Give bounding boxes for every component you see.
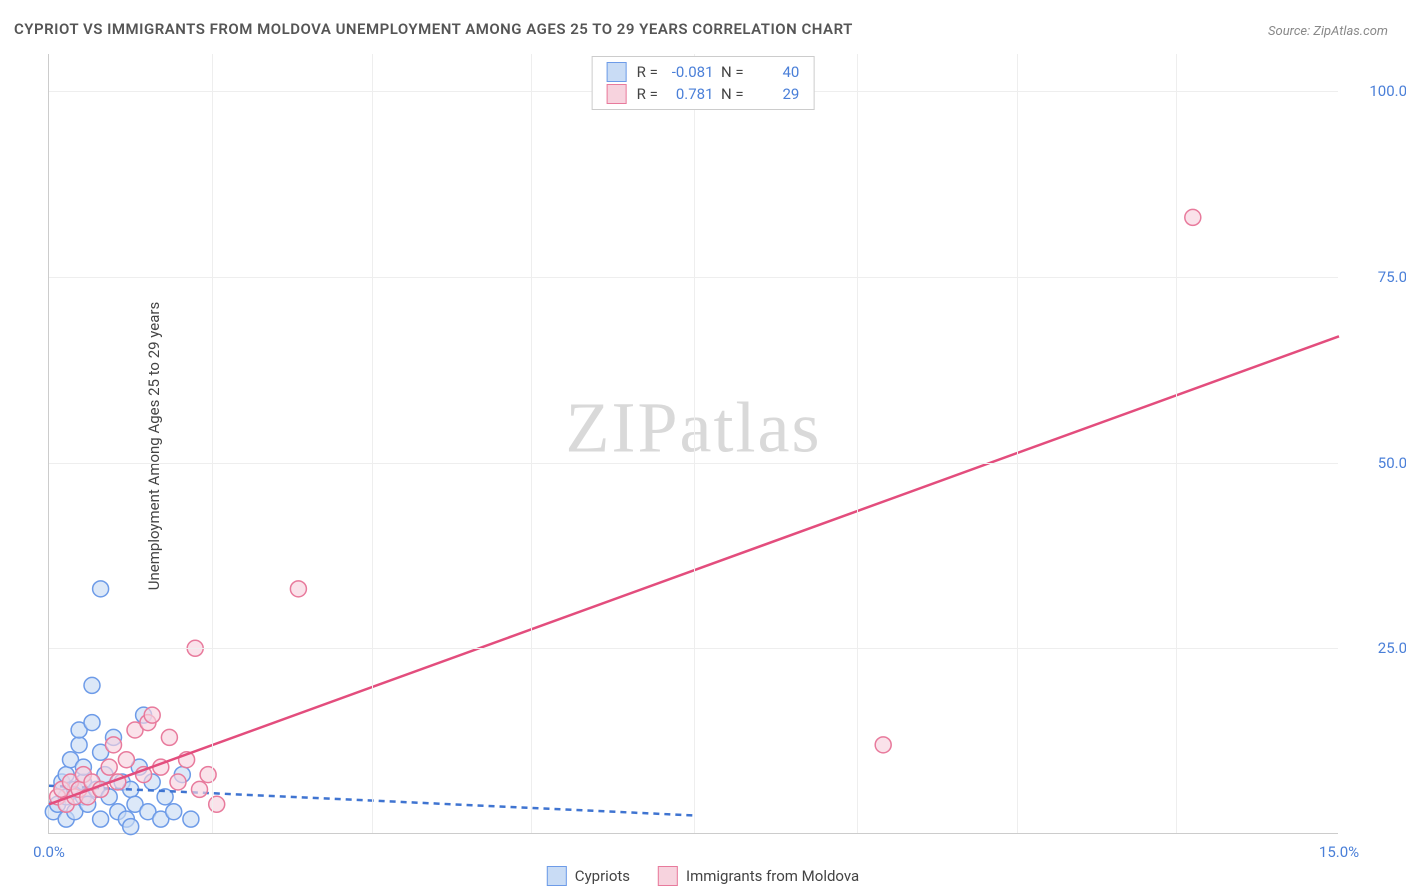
plot-area: ZIPatlas 25.0%50.0%75.0%100.0%0.0%15.0% — [48, 54, 1338, 834]
scatter-point — [118, 752, 134, 768]
legend-item: Immigrants from Moldova — [658, 866, 859, 886]
gridline-v — [694, 54, 695, 833]
scatter-point — [192, 781, 208, 797]
scatter-point — [71, 737, 87, 753]
stats-row: R = 0.781 N = 29 — [607, 83, 800, 105]
stats-row: R = -0.081 N = 40 — [607, 61, 800, 83]
stats-legend-box: R = -0.081 N = 40 R = 0.781 N = 29 — [592, 56, 815, 110]
gridline-v — [857, 54, 858, 833]
gridline-v — [531, 54, 532, 833]
y-tick-label: 25.0% — [1348, 639, 1406, 657]
scatter-point — [166, 804, 182, 820]
scatter-point — [170, 774, 186, 790]
scatter-point — [290, 581, 306, 597]
legend-label: Immigrants from Moldova — [686, 867, 859, 885]
legend-swatch — [547, 866, 567, 886]
gridline-v — [1017, 54, 1018, 833]
y-tick-label: 75.0% — [1348, 268, 1406, 286]
scatter-point — [183, 811, 199, 827]
chart-title: CYPRIOT VS IMMIGRANTS FROM MOLDOVA UNEMP… — [14, 20, 853, 38]
scatter-point — [101, 759, 117, 775]
scatter-point — [93, 581, 109, 597]
gridline-v — [212, 54, 213, 833]
scatter-point — [123, 819, 139, 835]
gridline-v — [372, 54, 373, 833]
scatter-point — [200, 767, 216, 783]
x-tick-label: 15.0% — [1319, 843, 1359, 861]
gridline-v — [1176, 54, 1177, 833]
x-tick-label: 0.0% — [33, 843, 65, 861]
scatter-point — [1185, 209, 1201, 225]
y-tick-label: 100.0% — [1348, 82, 1406, 100]
legend-swatch — [658, 866, 678, 886]
scatter-point — [106, 737, 122, 753]
source-label: Source: ZipAtlas.com — [1268, 24, 1388, 39]
bottom-legend: Cypriots Immigrants from Moldova — [547, 866, 859, 886]
scatter-point — [161, 729, 177, 745]
scatter-point — [84, 715, 100, 731]
legend-swatch — [607, 62, 627, 82]
y-tick-label: 50.0% — [1348, 454, 1406, 472]
scatter-point — [84, 677, 100, 693]
scatter-point — [144, 707, 160, 723]
scatter-point — [875, 737, 891, 753]
legend-label: Cypriots — [575, 867, 630, 885]
legend-item: Cypriots — [547, 866, 630, 886]
legend-swatch — [607, 84, 627, 104]
scatter-point — [209, 796, 225, 812]
stats-text: R = -0.081 N = 40 — [637, 63, 800, 81]
scatter-point — [93, 811, 109, 827]
stats-text: R = 0.781 N = 29 — [637, 85, 800, 103]
